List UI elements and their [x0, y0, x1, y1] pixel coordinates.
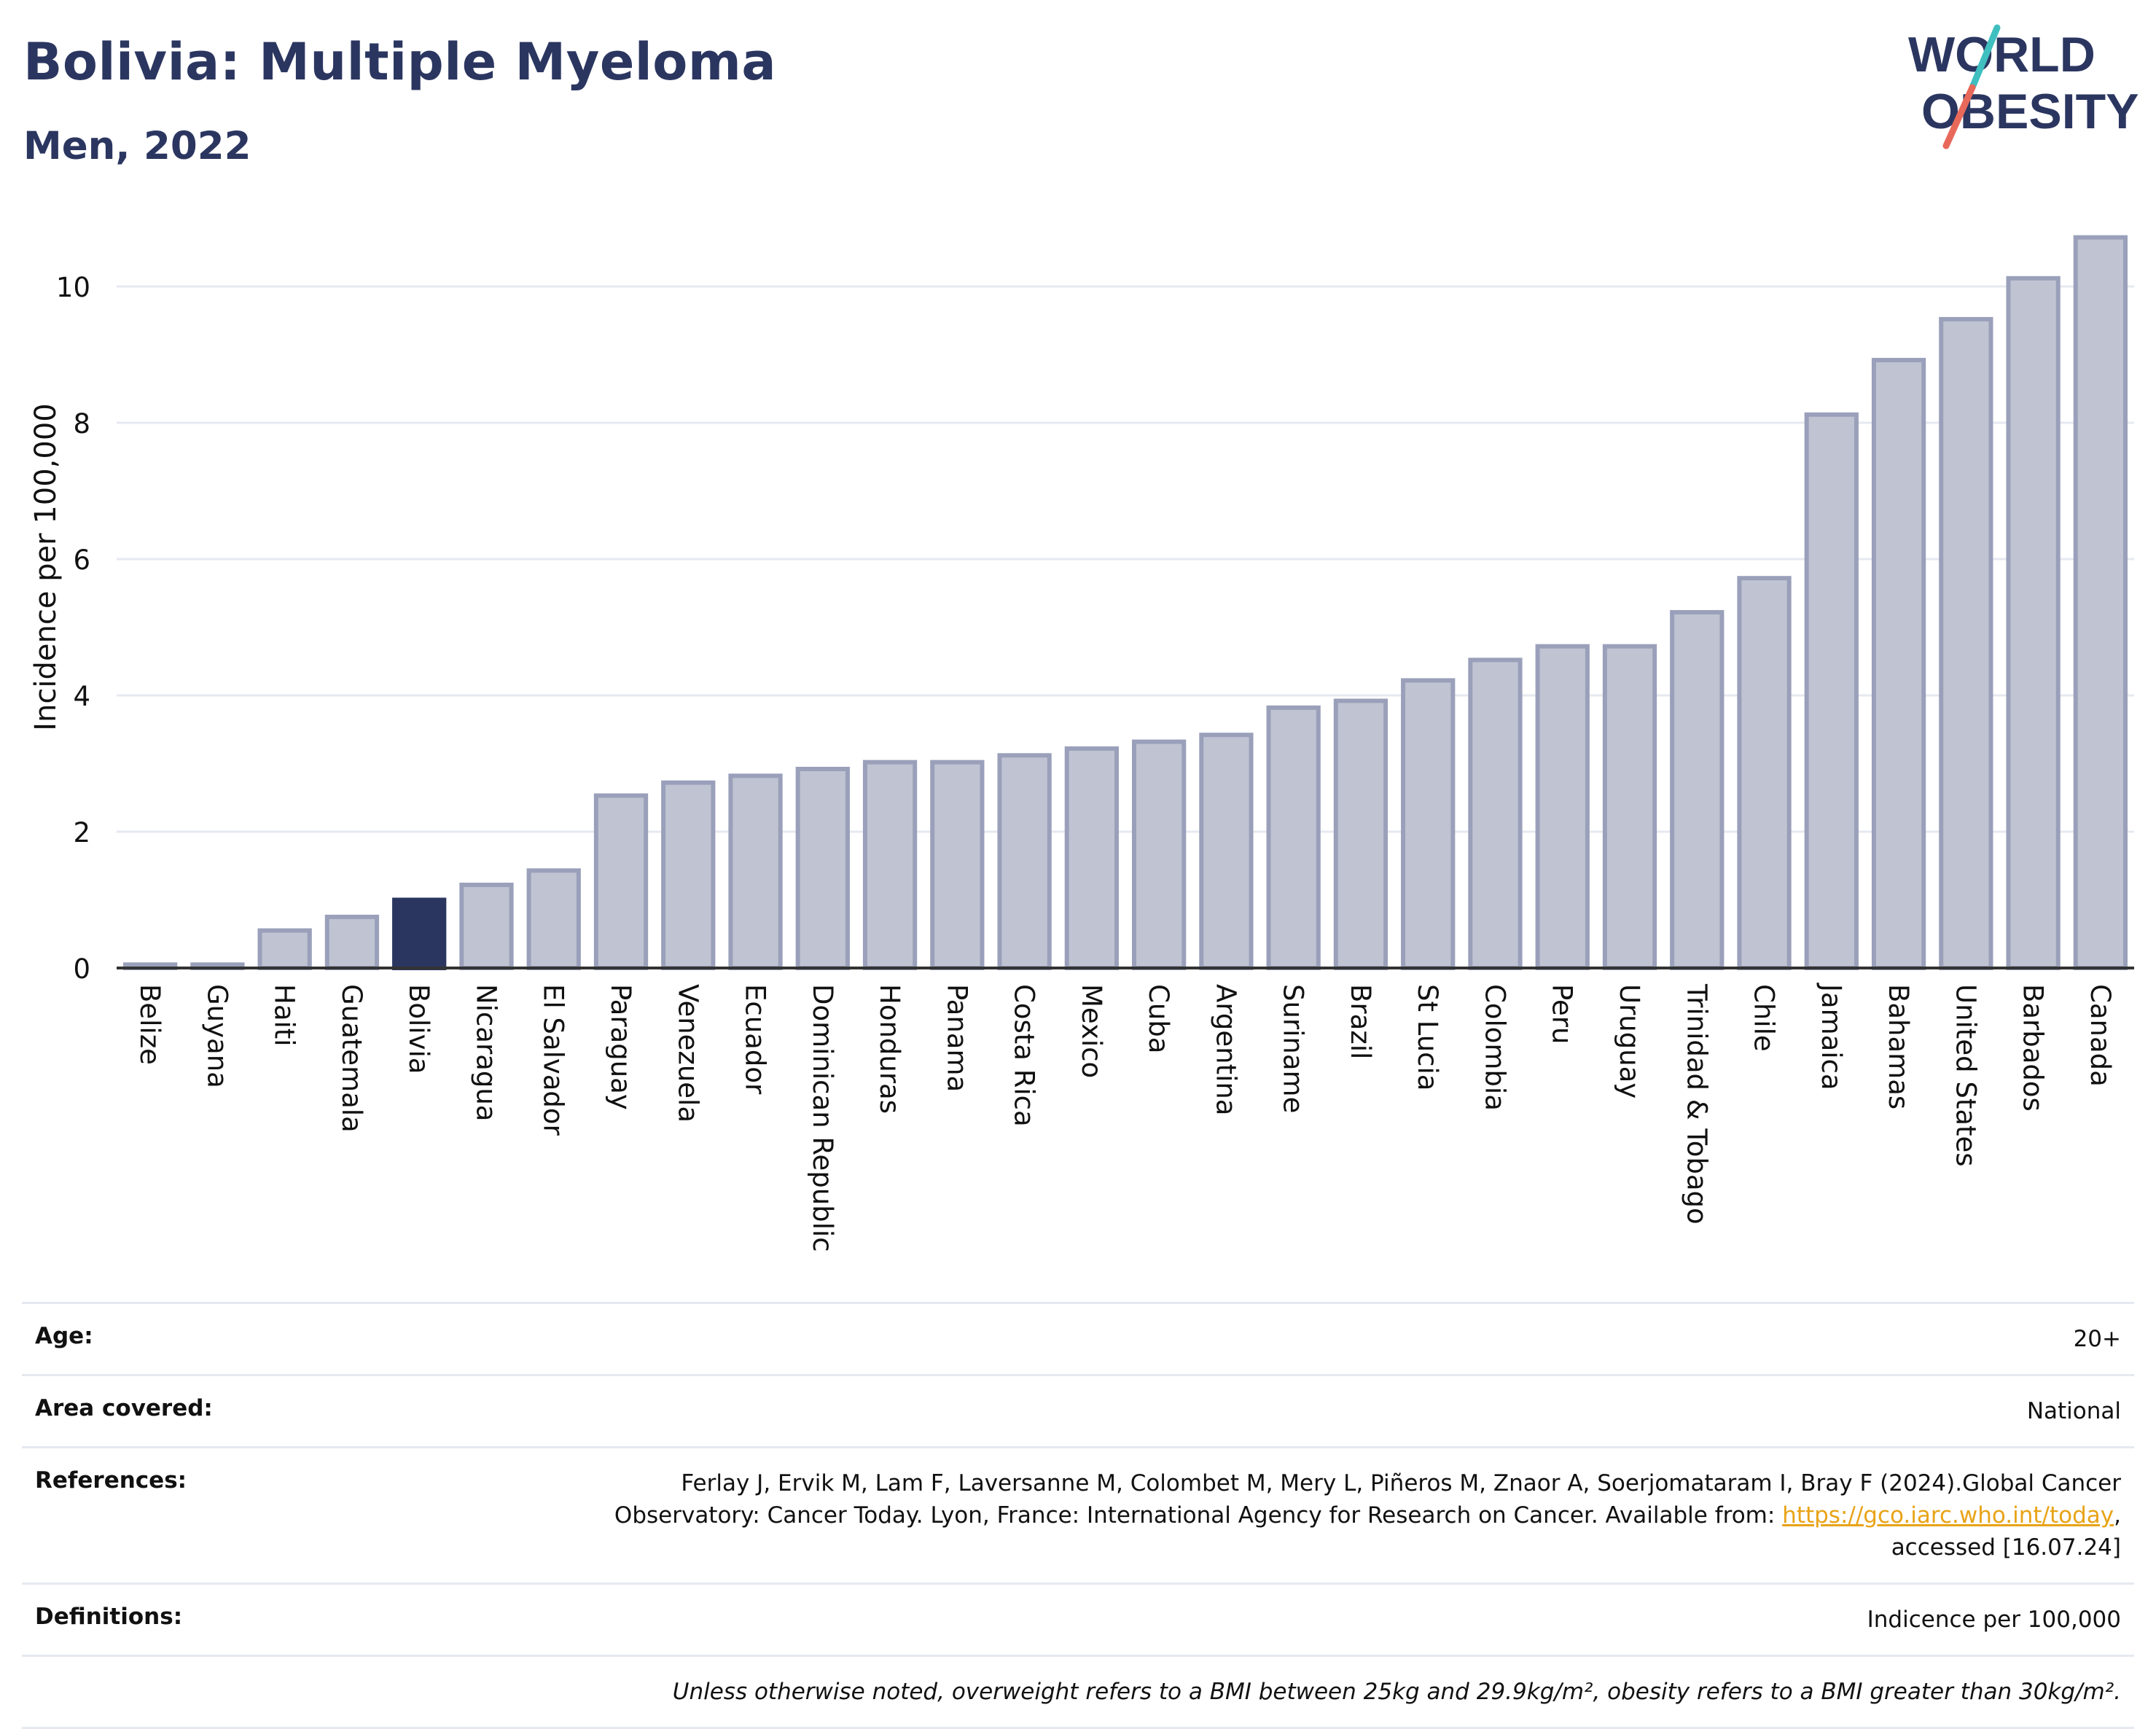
bar-honduras [862, 760, 918, 970]
x-tick-label: Ecuador [740, 984, 771, 1095]
references-value: Ferlay J, Ervik M, Lam F, Laversanne M, … [614, 1470, 2121, 1561]
bar-canada [2073, 235, 2128, 970]
bar-chart: 0 2 4 6 8 10 Belize Guyana Haiti Guatemala Bolivi… [29, 235, 2134, 1252]
grid-lines [117, 285, 2134, 833]
chart-subtitle: Men, 2022 [23, 124, 251, 168]
x-tick-label: Colombia [1479, 984, 1510, 1111]
bar-bahamas [1871, 357, 1926, 971]
x-tick-label: Argentina [1210, 984, 1241, 1115]
age-value: 20+ [2073, 1326, 2121, 1352]
bar-dominican-republic [795, 766, 850, 970]
x-tick-label: Bahamas [1883, 984, 1914, 1109]
x-tick-label: Peru [1547, 984, 1578, 1044]
bar-venezuela [661, 780, 716, 971]
x-tick-label: Nicaragua [470, 984, 501, 1121]
logo-slash-top [1969, 24, 2001, 91]
x-tick-labels: Belize Guyana Haiti Guatemala Bolivia Nicarag… [134, 983, 2116, 1252]
references-label: References: [35, 1467, 187, 1494]
y-tick-label: 6 [73, 545, 90, 576]
chart-title: Bolivia: Multiple Myeloma [23, 32, 777, 92]
x-tick-label: Panama [941, 984, 972, 1092]
bmi-note: Unless otherwise noted, overweight refer… [672, 1679, 2121, 1705]
x-tick-label: Barbados [2018, 984, 2049, 1112]
bar-uruguay [1602, 644, 1657, 970]
area-value: National [2026, 1398, 2121, 1424]
x-tick-label: Suriname [1278, 984, 1309, 1113]
info-row-age: Age: 20+ [22, 1303, 2134, 1375]
bar-chile [1737, 576, 1792, 970]
x-tick-label: Jamaica [1816, 983, 1847, 1090]
area-label: Area covered: [35, 1395, 213, 1421]
age-label: Age: [35, 1323, 93, 1349]
info-table: Age: 20+ Area covered: National Referenc… [22, 1302, 2134, 1729]
logo-slash-bottom [1942, 84, 1976, 149]
logo-text-world: WORLD [1908, 27, 2096, 82]
references-line1: Ferlay J, Ervik M, Lam F, Laversanne M, … [681, 1470, 2121, 1496]
x-tick-label: Honduras [874, 984, 905, 1114]
bar-st-lucia [1401, 678, 1456, 970]
x-tick-label: St Lucia [1412, 984, 1443, 1090]
y-tick-labels: 0 2 4 6 8 10 [56, 272, 90, 985]
bar-peru [1535, 644, 1590, 970]
x-tick-label: Haiti [269, 984, 300, 1047]
world-obesity-logo: WORLD OBESITY [1908, 24, 2139, 149]
bar-barbados [2006, 276, 2061, 970]
x-tick-label: Cuba [1143, 984, 1174, 1053]
bar-mexico [1064, 746, 1120, 971]
info-row-area: Area covered: National [22, 1375, 2134, 1448]
x-tick-label: United States [1950, 984, 1981, 1167]
x-tick-label: Chile [1749, 984, 1780, 1052]
x-tick-label: Uruguay [1614, 984, 1645, 1098]
x-tick-label: Guyana [201, 984, 233, 1088]
y-axis-label: Incidence per 100,000 [29, 403, 63, 731]
bar-panama [930, 760, 985, 970]
bar-haiti [257, 928, 312, 970]
bar-trinidad-tobago [1670, 609, 1725, 970]
x-tick-label: Paraguay [605, 984, 636, 1110]
references-link[interactable]: https://gco.iarc.who.int/today [1782, 1502, 2114, 1529]
bar-cuba [1131, 739, 1187, 971]
y-tick-label: 10 [56, 272, 90, 303]
info-row-references: References: Ferlay J, Ervik M, Lam F, La… [22, 1447, 2134, 1584]
bar-argentina [1199, 733, 1254, 970]
bar-bolivia [392, 897, 447, 970]
x-tick-label: Belize [134, 984, 165, 1065]
x-tick-label: Guatemala [336, 984, 367, 1133]
bar-nicaragua [459, 882, 514, 971]
bar-guatemala [324, 914, 380, 970]
bar-paraguay [593, 793, 649, 970]
bar-jamaica [1804, 412, 1859, 970]
y-tick-label: 2 [73, 817, 90, 848]
info-row-definitions: Definitions: Indicence per 100,000 [22, 1583, 2134, 1656]
y-tick-label: 4 [73, 681, 90, 712]
bar-el-salvador [526, 868, 581, 971]
x-tick-label: Venezuela [672, 984, 703, 1123]
bars [122, 235, 2128, 971]
x-tick-label: El Salvador [538, 984, 569, 1136]
bar-costa-rica [997, 753, 1052, 971]
x-tick-label: Brazil [1345, 984, 1376, 1059]
x-tick-label: Bolivia [403, 984, 434, 1074]
note-empty-label [22, 1656, 427, 1728]
bar-suriname [1266, 705, 1321, 971]
definitions-value: Indicence per 100,000 [1867, 1607, 2121, 1633]
bar-colombia [1468, 657, 1523, 970]
y-tick-label: 0 [73, 953, 90, 985]
references-line2: Observatory: Cancer Today. Lyon, France:… [614, 1502, 1776, 1529]
x-tick-label: Mexico [1076, 984, 1107, 1078]
x-tick-label: Dominican Republic [807, 984, 838, 1252]
info-row-note: Unless otherwise noted, overweight refer… [22, 1655, 2134, 1728]
references-line3: accessed [16.07.24] [1891, 1534, 2121, 1561]
x-tick-label: Trinidad & Tobago [1681, 983, 1712, 1225]
definitions-label: Definitions: [35, 1604, 183, 1630]
bar-brazil [1333, 698, 1388, 970]
x-tick-label: Canada [2085, 984, 2116, 1087]
bar-united-states [1939, 316, 1993, 970]
bar-ecuador [728, 773, 783, 970]
y-tick-label: 8 [73, 408, 90, 440]
x-tick-label: Costa Rica [1009, 984, 1040, 1127]
logo-text-obesity: OBESITY [1921, 84, 2139, 139]
